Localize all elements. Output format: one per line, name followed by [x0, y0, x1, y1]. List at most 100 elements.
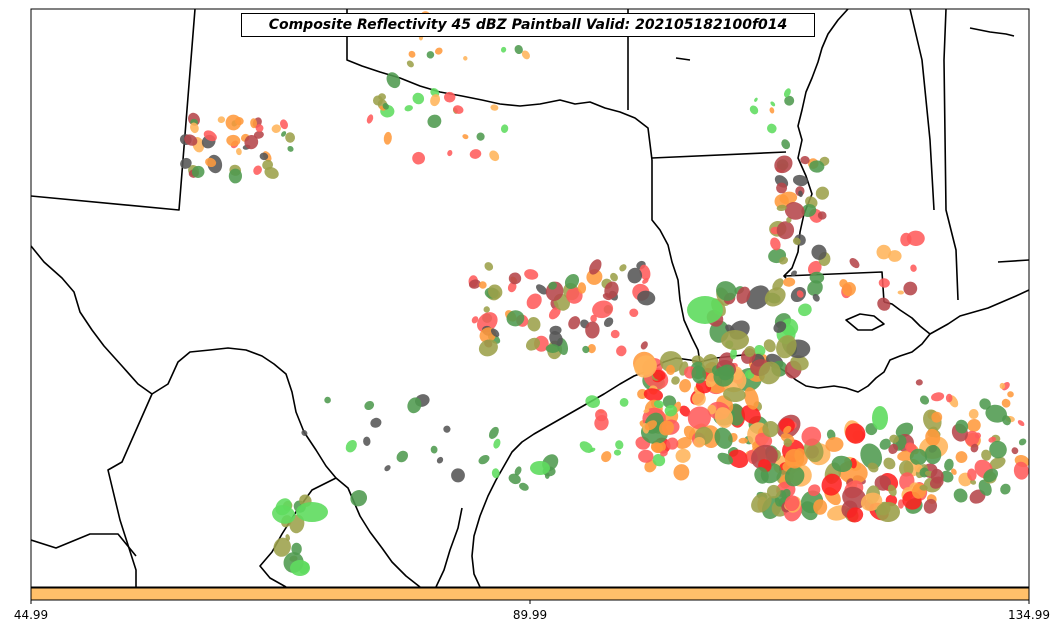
reflectivity-blob	[568, 316, 581, 330]
reflectivity-blob	[769, 107, 775, 114]
reflectivity-blob	[679, 379, 692, 393]
ar-la-border	[651, 151, 787, 159]
reflectivity-blob	[291, 542, 302, 556]
reflectivity-blob	[897, 450, 915, 461]
reflectivity-blob	[386, 72, 401, 89]
reflectivity-blob	[484, 262, 494, 271]
reflectivity-blob	[519, 482, 529, 491]
reflectivity-blob	[919, 395, 930, 405]
reflectivity-blob	[924, 445, 942, 465]
reflectivity-blob	[988, 436, 996, 443]
reflectivity-blob	[693, 436, 706, 448]
reflectivity-blob	[396, 450, 409, 463]
rio-grande	[31, 245, 421, 587]
reflectivity-blob	[324, 396, 331, 404]
reflectivity-blob	[845, 423, 866, 444]
reflectivity-blob	[382, 103, 389, 110]
colorbar-tick-label-mid: 89.99	[512, 608, 548, 622]
reflectivity-blob	[184, 134, 198, 146]
reflectivity-blob	[741, 404, 761, 424]
red-river-border	[346, 9, 653, 161]
reflectivity-blob	[842, 282, 856, 297]
reflectivity-blob	[430, 445, 438, 454]
reflectivity-blob	[809, 160, 825, 173]
reflectivity-blob	[619, 264, 627, 272]
reflectivity-blob	[888, 250, 902, 262]
reflectivity-blob	[800, 155, 810, 165]
reflectivity-blob	[898, 499, 904, 509]
reflectivity-blob	[345, 440, 357, 453]
reflectivity-blob	[736, 286, 751, 304]
reflectivity-blob	[366, 114, 374, 124]
reflectivity-blob	[476, 312, 498, 333]
reflectivity-blob	[774, 194, 789, 209]
reflectivity-blob	[770, 101, 776, 107]
reflectivity-blob	[671, 376, 680, 385]
reflectivity-blob	[225, 114, 242, 131]
reflectivity-blob	[714, 427, 733, 449]
reflectivity-blob	[955, 419, 969, 434]
reflectivity-blob	[1013, 461, 1029, 480]
reflectivity-blob	[763, 339, 776, 353]
colorbar-tick-label-min: 44.99	[13, 608, 49, 622]
reflectivity-blob	[384, 465, 391, 472]
reflectivity-blob	[536, 284, 548, 295]
reflectivity-blob	[471, 316, 479, 324]
reflectivity-blob	[478, 281, 487, 289]
reflectivity-blob	[526, 293, 542, 310]
reflectivity-blob	[285, 132, 296, 143]
al-ga-border	[909, 9, 935, 211]
reflectivity-blob	[808, 260, 822, 276]
reflectivity-blob	[287, 145, 294, 152]
reflectivity-blob	[1011, 447, 1019, 455]
reflectivity-blob	[525, 337, 541, 351]
reflectivity-blob	[244, 134, 259, 150]
ms-al-border	[943, 9, 959, 301]
reflectivity-blob	[776, 182, 788, 194]
reflectivity-blob	[860, 443, 883, 470]
reflectivity-blob	[453, 105, 464, 114]
reflectivity-blob	[874, 475, 891, 491]
reflectivity-blob	[451, 468, 465, 483]
reflectivity-blob	[488, 426, 499, 439]
reflectivity-blob	[493, 438, 501, 449]
reflectivity-blob	[796, 290, 804, 298]
reflectivity-blob	[821, 473, 842, 496]
reflectivity-blob	[548, 281, 557, 290]
reflectivity-blob	[887, 484, 897, 497]
reflectivity-blob	[931, 392, 945, 402]
reflectivity-blob	[945, 393, 953, 403]
reflectivity-blob	[940, 470, 954, 483]
reflectivity-blob	[653, 400, 664, 409]
reflectivity-blob	[489, 150, 500, 162]
reflectivity-blob	[809, 271, 825, 284]
reflectivity-blob	[751, 492, 772, 513]
reflectivity-blob	[983, 468, 999, 483]
reflectivity-blob	[255, 124, 264, 133]
reflectivity-blob	[640, 341, 648, 350]
reflectivity-blob	[236, 148, 242, 156]
reflectivity-blob	[989, 440, 1007, 459]
reflectivity-blob	[784, 95, 795, 106]
reflectivity-blob	[589, 259, 602, 275]
reflectivity-blob	[808, 484, 821, 497]
fl-panhandle-border	[997, 259, 1029, 263]
reflectivity-blob	[364, 400, 375, 411]
reflectivity-blob	[717, 452, 734, 465]
reflectivity-blob	[1017, 420, 1025, 427]
reflectivity-blob	[634, 355, 657, 378]
reflectivity-blob	[691, 365, 707, 384]
reflectivity-blob	[506, 310, 525, 327]
reflectivity-blob	[909, 448, 927, 466]
reflectivity-blob	[764, 287, 786, 307]
reflectivity-blob	[879, 438, 891, 450]
nm-east-border	[31, 9, 196, 211]
reflectivity-blob	[592, 300, 614, 319]
reflectivity-blob	[544, 472, 550, 479]
reflectivity-blob	[1002, 415, 1011, 426]
reflectivity-blob	[642, 278, 649, 284]
reflectivity-blob	[436, 456, 444, 464]
reflectivity-blob	[180, 157, 192, 169]
reflectivity-blob	[462, 134, 469, 140]
reflectivity-blob	[989, 456, 1006, 470]
